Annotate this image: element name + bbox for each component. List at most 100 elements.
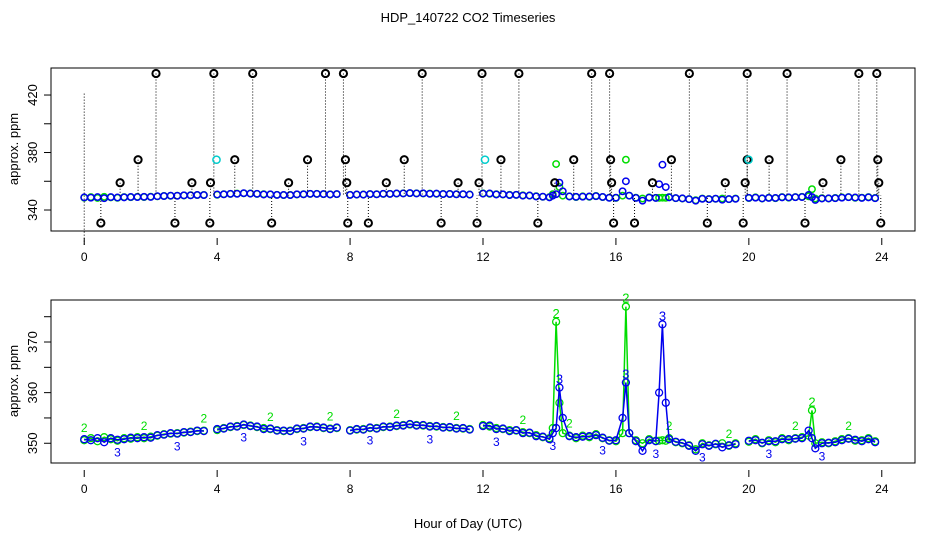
series-3-point xyxy=(372,190,381,199)
series-3-point xyxy=(654,388,664,397)
outlier-point xyxy=(629,218,640,228)
outlier-point xyxy=(607,178,617,188)
series-3-point xyxy=(870,438,880,447)
x-tick-label: 12 xyxy=(476,250,490,264)
series-3-point xyxy=(346,190,355,199)
series-2-marker-label: 2 xyxy=(792,419,799,433)
series-3-marker-label: 3 xyxy=(240,431,247,445)
series-2-peak-label: 2 xyxy=(622,291,629,306)
outlier-point xyxy=(115,178,125,188)
y-tick-label: 420 xyxy=(25,84,40,106)
series-3-point xyxy=(326,190,335,199)
outlier-point xyxy=(320,68,331,79)
series-3-point xyxy=(160,192,168,201)
outlier-point xyxy=(800,218,810,228)
series-3-point xyxy=(658,320,667,329)
series-2-point xyxy=(808,185,816,194)
series-2-marker-label: 2 xyxy=(666,419,673,433)
outlier-point xyxy=(248,68,258,79)
series-3-point xyxy=(359,190,368,199)
outlier-point xyxy=(818,178,828,188)
series-3-point xyxy=(618,187,627,196)
series-3-marker-label: 3 xyxy=(426,433,433,447)
series-3-point xyxy=(379,189,388,198)
y-tick-label: 380 xyxy=(25,142,40,164)
outlier-point xyxy=(496,155,506,165)
series-3-point xyxy=(498,190,507,199)
y-tick-label: 350 xyxy=(25,432,40,454)
x-tick-label: 24 xyxy=(875,482,889,496)
series-3-point xyxy=(538,192,547,201)
series-3-point xyxy=(279,190,288,199)
series-2-marker-label: 2 xyxy=(81,421,88,435)
series-3-point xyxy=(512,425,521,435)
series-3-marker-label: 3 xyxy=(367,434,374,448)
series-3-point xyxy=(292,190,301,199)
series-3-point xyxy=(199,191,208,200)
series-3-point xyxy=(425,189,434,198)
series-3-point xyxy=(465,425,474,434)
x-tick-label: 4 xyxy=(214,482,221,496)
x-tick-label: 8 xyxy=(347,482,354,496)
series-3-marker-label: 3 xyxy=(174,440,181,454)
series-3-point xyxy=(419,189,428,198)
outlier-point xyxy=(550,178,560,188)
x-tick-label: 20 xyxy=(742,482,756,496)
outlier-point xyxy=(133,155,143,165)
series-3-marker-label: 3 xyxy=(493,435,500,449)
bottom-y-axis-label: approx. ppm xyxy=(6,345,21,417)
highlight-point xyxy=(744,155,753,165)
series-3-line xyxy=(84,324,876,453)
series-3-point xyxy=(332,423,341,432)
series-3-marker-label: 3 xyxy=(300,435,307,449)
series-3-point xyxy=(332,190,341,199)
series-3-point xyxy=(611,193,620,202)
outlier-point xyxy=(876,218,886,228)
outlier-point xyxy=(342,178,352,188)
series-3-point xyxy=(638,196,647,205)
x-tick-label: 12 xyxy=(476,482,490,496)
series-3-point xyxy=(844,193,853,202)
series-3-point xyxy=(621,177,630,186)
series-3-point xyxy=(691,446,700,456)
series-3-point xyxy=(452,190,461,199)
series-3-point xyxy=(555,178,564,187)
series-3-point xyxy=(558,413,567,423)
series-3-point xyxy=(386,189,394,198)
series-3-point xyxy=(678,194,687,203)
outlier-point xyxy=(205,178,216,188)
series-3-point xyxy=(598,433,607,442)
series-3-point xyxy=(306,189,315,198)
series-2-marker-label: 2 xyxy=(393,407,400,421)
series-3-point xyxy=(791,193,800,202)
series-3-peak-label: 3 xyxy=(556,372,563,387)
series-3-point xyxy=(100,438,109,447)
series-3-point xyxy=(552,190,561,199)
y-tick-label: 370 xyxy=(25,331,40,353)
series-3-point xyxy=(253,189,261,198)
x-tick-label: 0 xyxy=(81,250,88,264)
series-3-point xyxy=(824,194,833,203)
series-3-point xyxy=(631,193,640,202)
outlier-point xyxy=(782,68,792,79)
series-3-point xyxy=(299,190,308,199)
outlier-point xyxy=(738,218,748,228)
x-tick-label: 0 xyxy=(81,482,88,496)
series-3-peak-label: 3 xyxy=(659,308,666,323)
plot-frame xyxy=(50,67,916,232)
outlier-point xyxy=(343,218,353,228)
series-3-point xyxy=(661,183,670,191)
series-3-point xyxy=(684,441,694,450)
series-3-point xyxy=(638,446,647,456)
outlier-point xyxy=(205,218,215,228)
x-tick-label: 8 xyxy=(347,250,354,264)
series-3-point xyxy=(179,191,188,200)
series-3-point xyxy=(711,439,720,448)
outlier-point xyxy=(720,178,730,188)
outlier-point xyxy=(605,68,615,79)
outlier-point xyxy=(533,218,543,228)
series-3-point xyxy=(611,436,621,445)
series-3-point xyxy=(266,190,275,199)
outlier-point xyxy=(514,68,524,79)
